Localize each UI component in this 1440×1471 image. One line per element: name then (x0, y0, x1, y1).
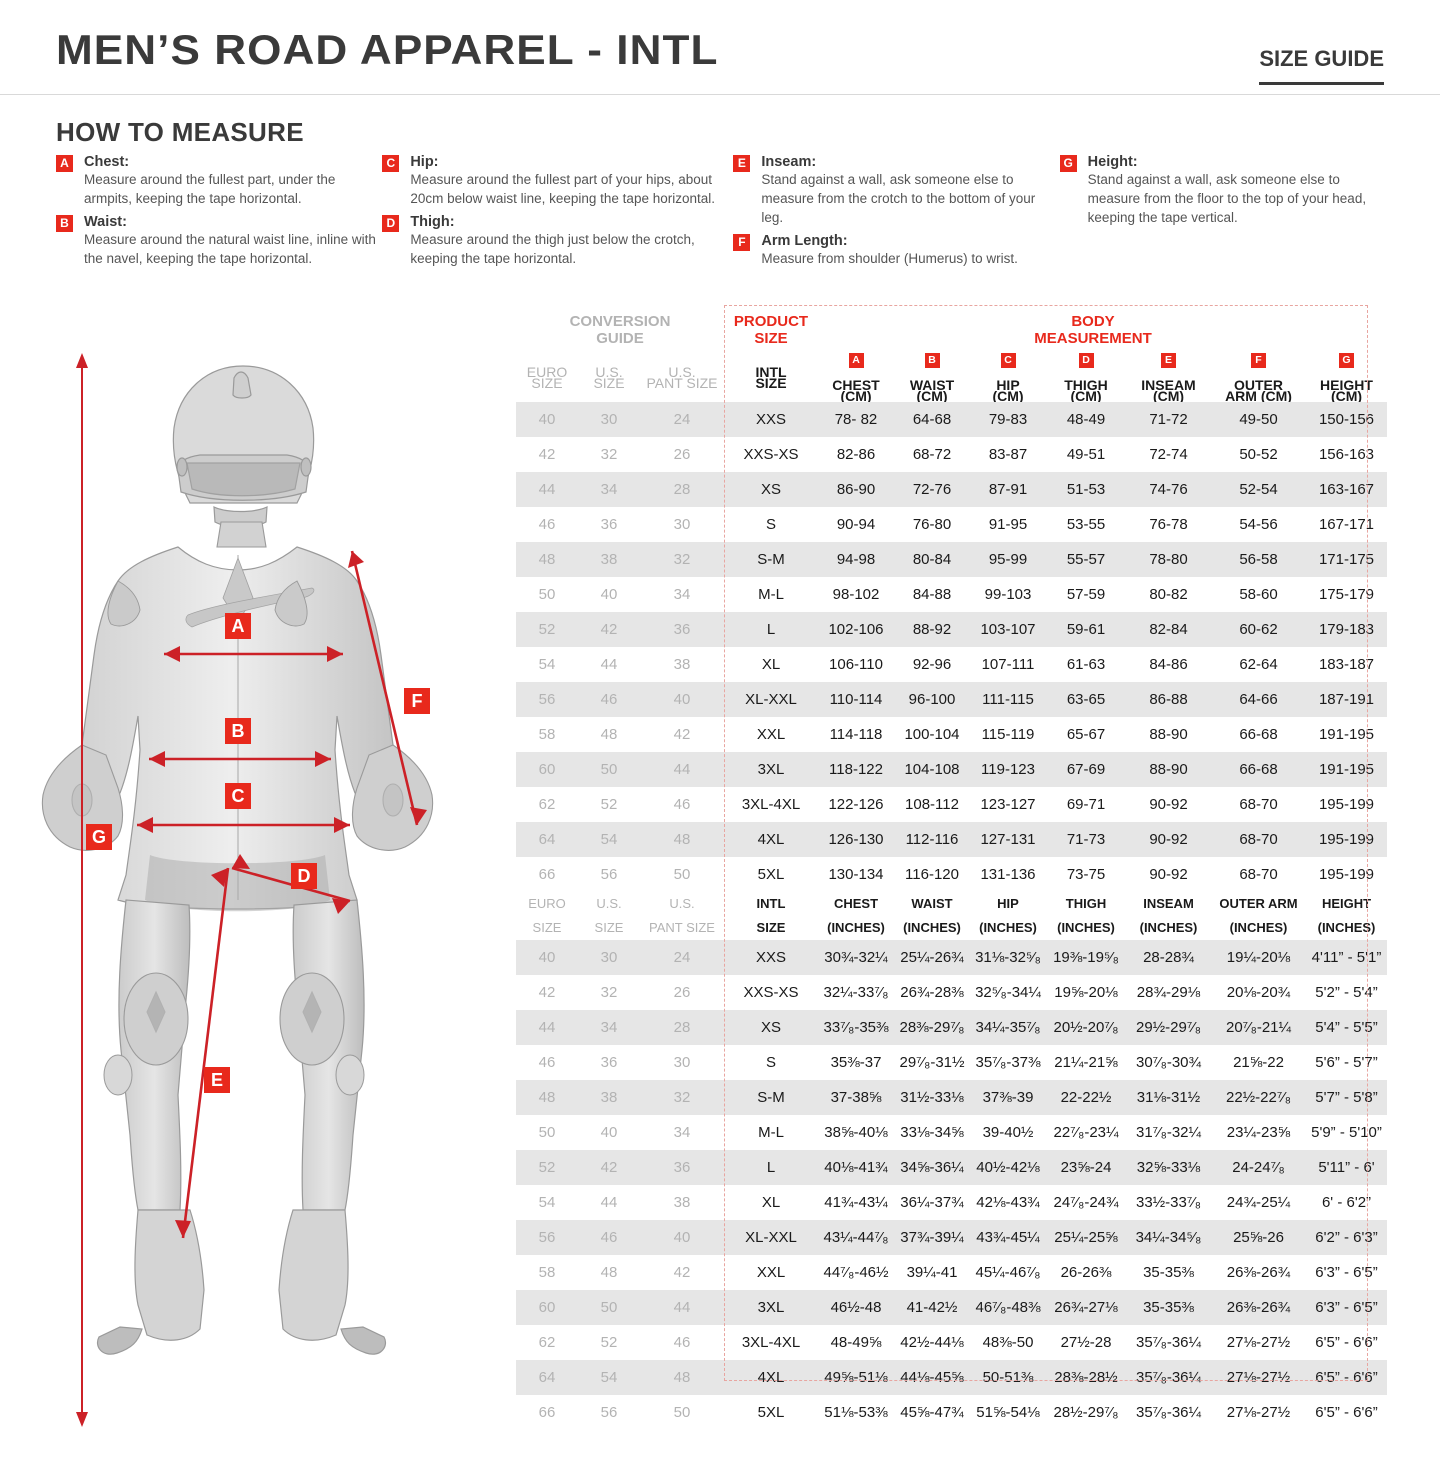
svg-text:C: C (232, 786, 245, 806)
svg-text:D: D (298, 866, 311, 886)
svg-text:A: A (232, 616, 245, 636)
svg-text:F: F (412, 691, 423, 711)
svg-text:B: B (232, 721, 245, 741)
svg-text:E: E (211, 1070, 223, 1090)
svg-text:G: G (92, 827, 106, 847)
